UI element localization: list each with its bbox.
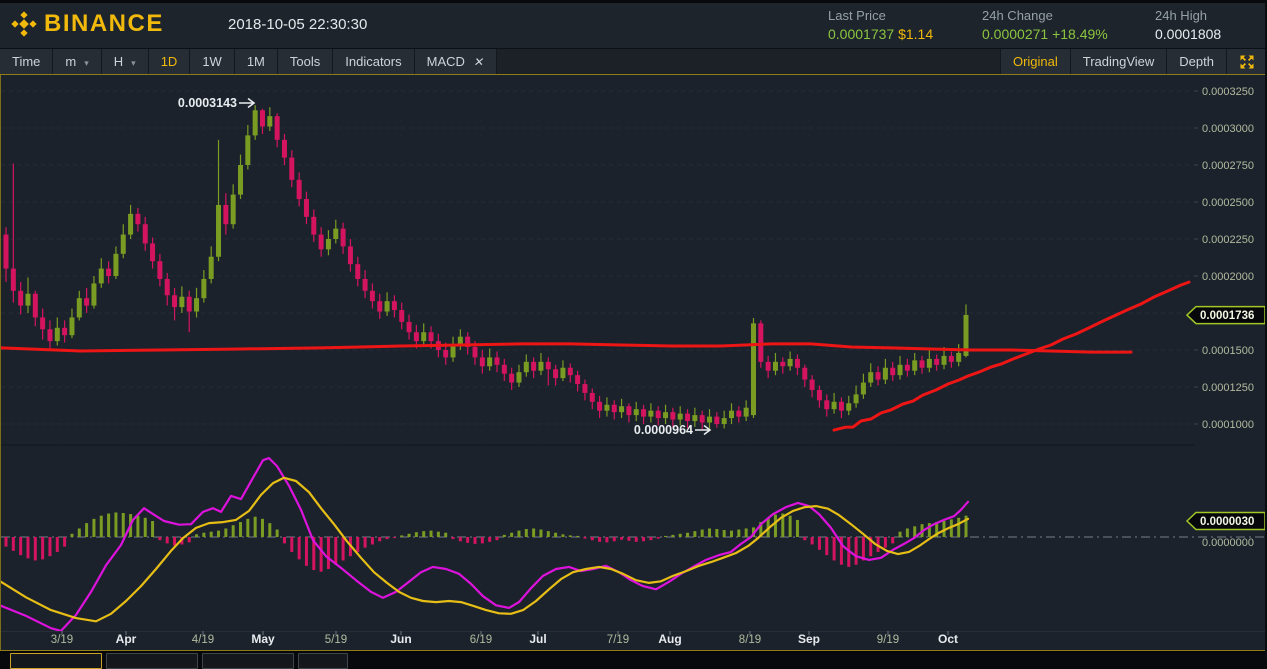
bottom-divider <box>0 651 1267 653</box>
toolbar-label: Indicators <box>345 54 402 69</box>
svg-text:6/19: 6/19 <box>470 634 492 646</box>
svg-text:0.0002250: 0.0002250 <box>1202 234 1254 246</box>
chart-bottom-border <box>0 650 1267 651</box>
svg-text:0.0003143: 0.0003143 <box>178 96 237 110</box>
high-value: 0.0001808 <box>1155 26 1222 42</box>
toolbar-label: 1D <box>160 54 178 69</box>
macd-indicator-chip[interactable]: MACD ✕ <box>414 49 497 74</box>
svg-text:0.0001500: 0.0001500 <box>1202 345 1254 357</box>
svg-text:Oct: Oct <box>938 632 958 646</box>
minute-interval-dropdown[interactable]: m ▾ <box>53 49 102 74</box>
bottom-tab[interactable] <box>298 653 348 669</box>
svg-text:Jul: Jul <box>529 632 546 646</box>
toolbar-label: 1W <box>202 54 222 69</box>
interval-1w-button[interactable]: 1W <box>190 49 235 74</box>
svg-text:Aug: Aug <box>658 632 681 646</box>
price-annotations: 0.0003143 0.0000964 <box>178 96 712 437</box>
svg-text:4/19: 4/19 <box>192 634 214 646</box>
svg-text:Jun: Jun <box>390 632 411 646</box>
hour-interval-dropdown[interactable]: H ▾ <box>101 49 149 74</box>
toolbar-label: m <box>65 54 77 69</box>
stat-label: Last Price <box>828 8 886 23</box>
chart-timestamp: 2018-10-05 22:30:30 <box>228 16 368 33</box>
brand-name: BINANCE <box>44 10 164 37</box>
interval-1m-button[interactable]: 1M <box>234 49 278 74</box>
chevron-down-icon: ▾ <box>84 58 89 68</box>
svg-text:0.0000964: 0.0000964 <box>634 423 693 437</box>
svg-text:0.0001000: 0.0001000 <box>1202 419 1254 431</box>
last-price-usd: $1.14 <box>898 26 934 42</box>
svg-text:May: May <box>251 632 275 646</box>
time-grid <box>61 75 949 631</box>
svg-text:0.0003250: 0.0003250 <box>1202 86 1254 98</box>
signal-line <box>0 476 970 623</box>
tools-button[interactable]: Tools <box>277 49 334 74</box>
view-tradingview-button[interactable]: TradingView <box>1069 49 1167 74</box>
toolbar-label: TradingView <box>1082 54 1155 69</box>
svg-text:5/19: 5/19 <box>325 634 347 646</box>
header-bar: BINANCE 2018-10-05 22:30:30 Last Price 0… <box>0 3 1267 48</box>
view-original-button[interactable]: Original <box>999 49 1070 74</box>
chevron-down-icon: ▾ <box>131 58 136 68</box>
price-grid <box>1 90 1194 425</box>
window-right-edge <box>1265 0 1267 661</box>
time-axis: 3/19 Apr 4/19 May 5/19 Jun 6/19 Jul 7/19 Aug 8/19 S… <box>1 631 1267 646</box>
chart-svg[interactable]: 0.0003250 0.0003000 0.0002750 0.0002500 0.00… <box>0 75 1267 650</box>
candlestick-series <box>3 105 969 430</box>
fullscreen-icon <box>1240 55 1254 68</box>
last-price-value: 0.0001737 <box>828 26 895 42</box>
bottom-tab[interactable] <box>202 653 294 669</box>
ma-line <box>0 342 1133 354</box>
svg-text:9/19: 9/19 <box>877 634 899 646</box>
svg-text:8/19: 8/19 <box>739 634 761 646</box>
chart-toolbar: Time m ▾ H ▾ 1D 1W 1M Tools Indicators MAC… <box>0 48 1267 75</box>
fullscreen-button[interactable] <box>1226 49 1267 74</box>
price-axis: 0.0003250 0.0003000 0.0002750 0.0002500 0.00… <box>1194 86 1254 431</box>
stat-24h-change: 24h Change 0.0000271 +18.49% <box>982 6 1108 44</box>
toolbar-label: Original <box>1012 54 1058 69</box>
stat-24h-high: 24h High 0.0001808 <box>1155 6 1221 44</box>
value-tags: 0.0001736 0.0000030 <box>1185 305 1266 531</box>
svg-text:7/19: 7/19 <box>607 634 629 646</box>
svg-text:Sep: Sep <box>798 632 820 646</box>
remove-indicator-icon[interactable]: ✕ <box>472 55 486 69</box>
svg-text:0.0003000: 0.0003000 <box>1202 123 1254 135</box>
trend-line <box>832 280 1191 432</box>
stat-label: 24h Change <box>982 8 1053 23</box>
svg-text:0.0002750: 0.0002750 <box>1202 160 1254 172</box>
svg-text:3/19: 3/19 <box>51 634 73 646</box>
stat-label: 24h High <box>1155 8 1208 23</box>
bottom-tab-strip <box>0 653 1267 669</box>
macd-line <box>0 457 970 633</box>
svg-text:0.0000030: 0.0000030 <box>1200 516 1254 528</box>
bottom-tab[interactable] <box>10 653 102 669</box>
svg-text:0.0002000: 0.0002000 <box>1202 271 1254 283</box>
toolbar-time-button[interactable]: Time <box>0 49 54 74</box>
stat-last-price: Last Price 0.0001737 $1.14 <box>828 6 933 44</box>
toolbar-label: Time <box>12 54 41 69</box>
binance-brand[interactable]: BINANCE <box>10 10 164 38</box>
toolbar-label: H <box>113 54 124 69</box>
toolbar-label: Tools <box>289 54 321 69</box>
change-value: 0.0000271 <box>982 26 1049 42</box>
change-percent: +18.49% <box>1052 26 1108 42</box>
bottom-tab[interactable] <box>106 653 198 669</box>
view-depth-button[interactable]: Depth <box>1166 49 1226 74</box>
binance-logo-icon <box>11 11 37 37</box>
svg-text:0.0001250: 0.0001250 <box>1202 382 1254 394</box>
indicators-button[interactable]: Indicators <box>333 49 415 74</box>
chart-canvas[interactable]: 0.0003250 0.0003000 0.0002750 0.0002500 0.00… <box>0 75 1267 650</box>
svg-text:0.0001736: 0.0001736 <box>1200 310 1254 322</box>
toolbar-label: 1M <box>246 54 265 69</box>
toolbar-label: Depth <box>1179 54 1214 69</box>
window-top-edge <box>0 0 1267 3</box>
interval-1d-button[interactable]: 1D <box>148 49 191 74</box>
svg-text:Apr: Apr <box>116 632 137 646</box>
svg-text:0.0002500: 0.0002500 <box>1202 197 1254 209</box>
macd-histogram <box>4 512 968 572</box>
toolbar-label: MACD <box>426 54 465 69</box>
macd-zero-label: 0.0000000 <box>1202 537 1254 549</box>
